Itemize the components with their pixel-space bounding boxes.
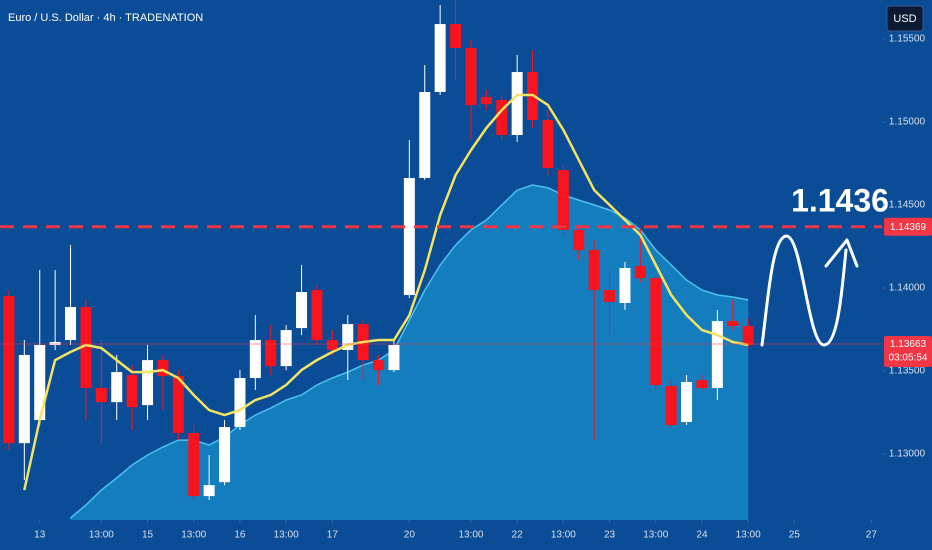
candle-body [172,376,184,434]
candle-body [3,296,15,444]
candle-body [49,342,61,346]
moving-average-line [23,93,749,491]
x-tick-label: 13 [34,530,46,541]
y-tick-label: 1.15500 [889,34,926,45]
y-tick-label: 1.13000 [889,449,926,460]
level-price-box [884,217,932,236]
y-tick-label: 1.14500 [889,200,926,211]
candle-body [419,91,431,178]
candle-body [111,372,123,403]
x-tick-label: 20 [404,530,416,541]
candle-body [265,340,277,367]
candle-body [650,278,662,386]
candle-body [280,330,292,367]
candle-body [219,427,231,483]
candle-body [80,306,92,389]
candle-body [742,326,754,346]
candle-body [450,24,462,48]
x-tick-label: 24 [696,530,708,541]
candle-body [634,265,646,279]
level-price-label: 1.14369 [890,222,927,233]
candle-body [18,354,30,444]
candle-body [727,321,739,327]
x-tick-label: 13:00 [551,530,576,541]
hand-drawn-arrowhead [824,238,859,268]
candle-body [342,324,354,350]
candle-body [373,360,385,371]
area-fill [70,185,749,520]
candle-body [542,120,554,169]
x-tick-label: 23 [604,530,616,541]
y-tick-label: 1.14000 [889,283,926,294]
candle-body [65,306,77,341]
area-edge [70,184,749,519]
y-tick-label: 1.13500 [889,366,926,377]
candle-body [681,382,693,423]
candle-body [34,345,46,421]
candle-body [711,321,723,389]
candle-body [203,485,215,497]
x-tick-label: 16 [234,530,246,541]
x-tick-label: 25 [789,530,801,541]
x-tick-label: 13:00 [458,530,483,541]
hand-drawn-wave [760,234,848,347]
currency-label[interactable]: USD [893,13,916,25]
x-tick-label: 27 [866,530,878,541]
candle-body [326,340,338,350]
candle-body [604,290,616,303]
candle-body [665,386,677,426]
x-tick-label: 13:00 [274,530,299,541]
candle-body [511,72,523,135]
candle-body [434,24,446,92]
candle-body [249,340,261,379]
candle-body [588,250,600,291]
chart-title: Euro / U.S. Dollar · 4h · TRADENATION [8,12,203,24]
currency-button[interactable] [886,5,924,32]
candle-body [465,47,477,106]
candle-body [696,380,708,389]
candle-body [619,267,631,304]
x-tick-label: 17 [327,530,339,541]
x-tick-label: 22 [512,530,524,541]
candle-body [157,360,169,377]
plot-area [0,0,882,520]
countdown-label: 03:05:54 [889,353,928,364]
candle-body [403,177,415,296]
y-tick-label: 1.15000 [889,117,926,128]
x-tick-label: 13:00 [643,530,668,541]
candle-body [311,290,323,341]
last-price-label: 1.13663 [890,339,927,350]
annotation: 1.1436 [791,182,889,218]
candle-body [557,170,569,230]
x-tick-label: 13:00 [89,530,114,541]
candle-body [388,345,400,371]
candle-body [95,388,107,403]
last-price-box [884,336,932,368]
candle-body [480,96,492,105]
x-tick-label: 13:00 [181,530,206,541]
candle-body [126,375,138,408]
x-tick-label: 13:00 [736,530,761,541]
overlay: 1.1436 Euro / U.S. Dollar · 4h · TRADENA… [8,5,932,541]
candle-body [142,360,154,406]
candle-body [188,433,200,497]
candle-body [296,292,308,329]
x-tick-label: 15 [142,530,154,541]
candle-body [573,229,585,251]
candle-body [234,378,246,428]
candle-body [496,99,508,135]
